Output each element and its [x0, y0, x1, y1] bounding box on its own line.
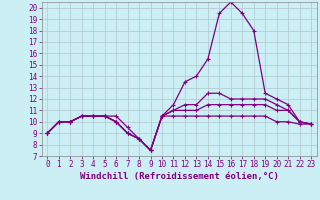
X-axis label: Windchill (Refroidissement éolien,°C): Windchill (Refroidissement éolien,°C)	[80, 172, 279, 181]
